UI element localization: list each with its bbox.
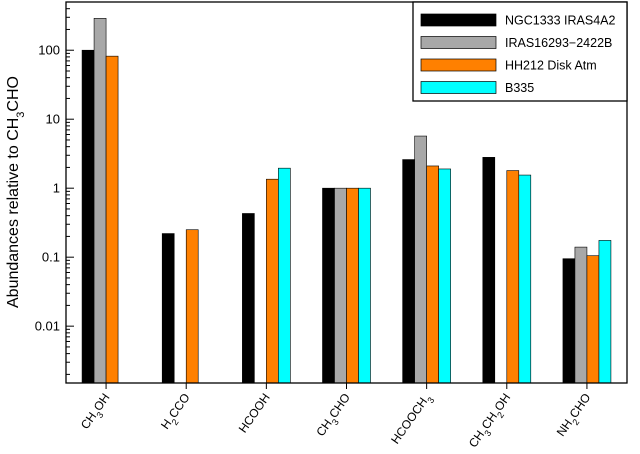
legend-label-4: B335 — [505, 81, 534, 95]
x-tick-label-ch3oh: CH3OH — [78, 391, 116, 434]
bar-nh2cho-series-1 — [562, 258, 576, 384]
bar-ch3cho-series-2 — [334, 187, 347, 384]
bar-nh2cho-series-3 — [586, 255, 600, 384]
bar-hcooh-series-1 — [242, 213, 255, 384]
bar-ch3ch2oh-series-4 — [518, 174, 532, 384]
x-tick-label-ch3cho: CH3CHO — [313, 391, 356, 441]
bar-hcooch3-series-3 — [426, 165, 439, 384]
bar-ch3oh-series-1 — [81, 49, 95, 384]
bar-h2cco-series-1 — [161, 233, 175, 384]
y-axis: 0.01 0.1 1 10 100 — [35, 1, 74, 375]
y-tick-label: 10 — [46, 112, 60, 127]
bar-ch3ch2oh-series-3 — [506, 170, 520, 384]
bar-ch3cho-series-1 — [322, 187, 335, 384]
bar-hcooch3-series-2 — [414, 135, 427, 384]
bar-ch3cho-series-3 — [346, 187, 359, 384]
legend-swatch-4 — [420, 81, 497, 94]
x-tick-label-hcooh: HCOOH — [236, 391, 273, 436]
legend: NGC1333 IRAS4A2 IRAS16293−2422B HH212 Disk… — [412, 1, 628, 102]
bar-hcooh-series-4 — [278, 167, 291, 384]
legend-swatch-3 — [420, 58, 497, 72]
legend-swatch-1 — [420, 13, 497, 27]
x-tick-label-h2cco: H2CCO — [158, 391, 196, 434]
y-tick-label: 0.1 — [42, 250, 60, 265]
legend-label-2: IRAS16293−2422B — [505, 36, 612, 50]
bar-ch3ch2oh-series-1 — [482, 157, 496, 384]
y-tick-label: 1 — [53, 181, 60, 196]
bar-ch3cho-series-4 — [358, 187, 371, 384]
bar-nh2cho-series-4 — [598, 240, 612, 384]
bar-hcooch3-series-4 — [438, 168, 451, 384]
x-tick-label-ch3ch2oh: CH3CH2OH — [466, 391, 517, 453]
bar-nh2cho-series-2 — [574, 246, 588, 384]
y-tick-label: 0.01 — [35, 319, 60, 334]
y-axis-label: Abundances relative to CH3CHO — [5, 76, 27, 308]
legend-swatch-2 — [420, 36, 497, 49]
legend-label-1: NGC1333 IRAS4A2 — [505, 14, 616, 28]
bars-group — [81, 18, 612, 384]
x-axis: CH3OH H2CCO HCOOH CH3CHO HCOOCH3 CH3CH2OH NH2C… — [78, 383, 597, 453]
bar-ch3oh-series-2 — [93, 18, 107, 384]
bar-hcooch3-series-1 — [402, 159, 415, 384]
bar-h2cco-series-3 — [185, 229, 199, 384]
legend-label-3: HH212 Disk Atm — [505, 59, 597, 73]
bar-ch3oh-series-3 — [105, 55, 119, 384]
bar-hcooh-series-3 — [266, 178, 279, 384]
y-tick-label: 100 — [38, 43, 60, 58]
x-tick-label-nh2cho: NH2CHO — [554, 391, 597, 441]
x-tick-label-hcooch3: HCOOCH3 — [388, 391, 436, 449]
